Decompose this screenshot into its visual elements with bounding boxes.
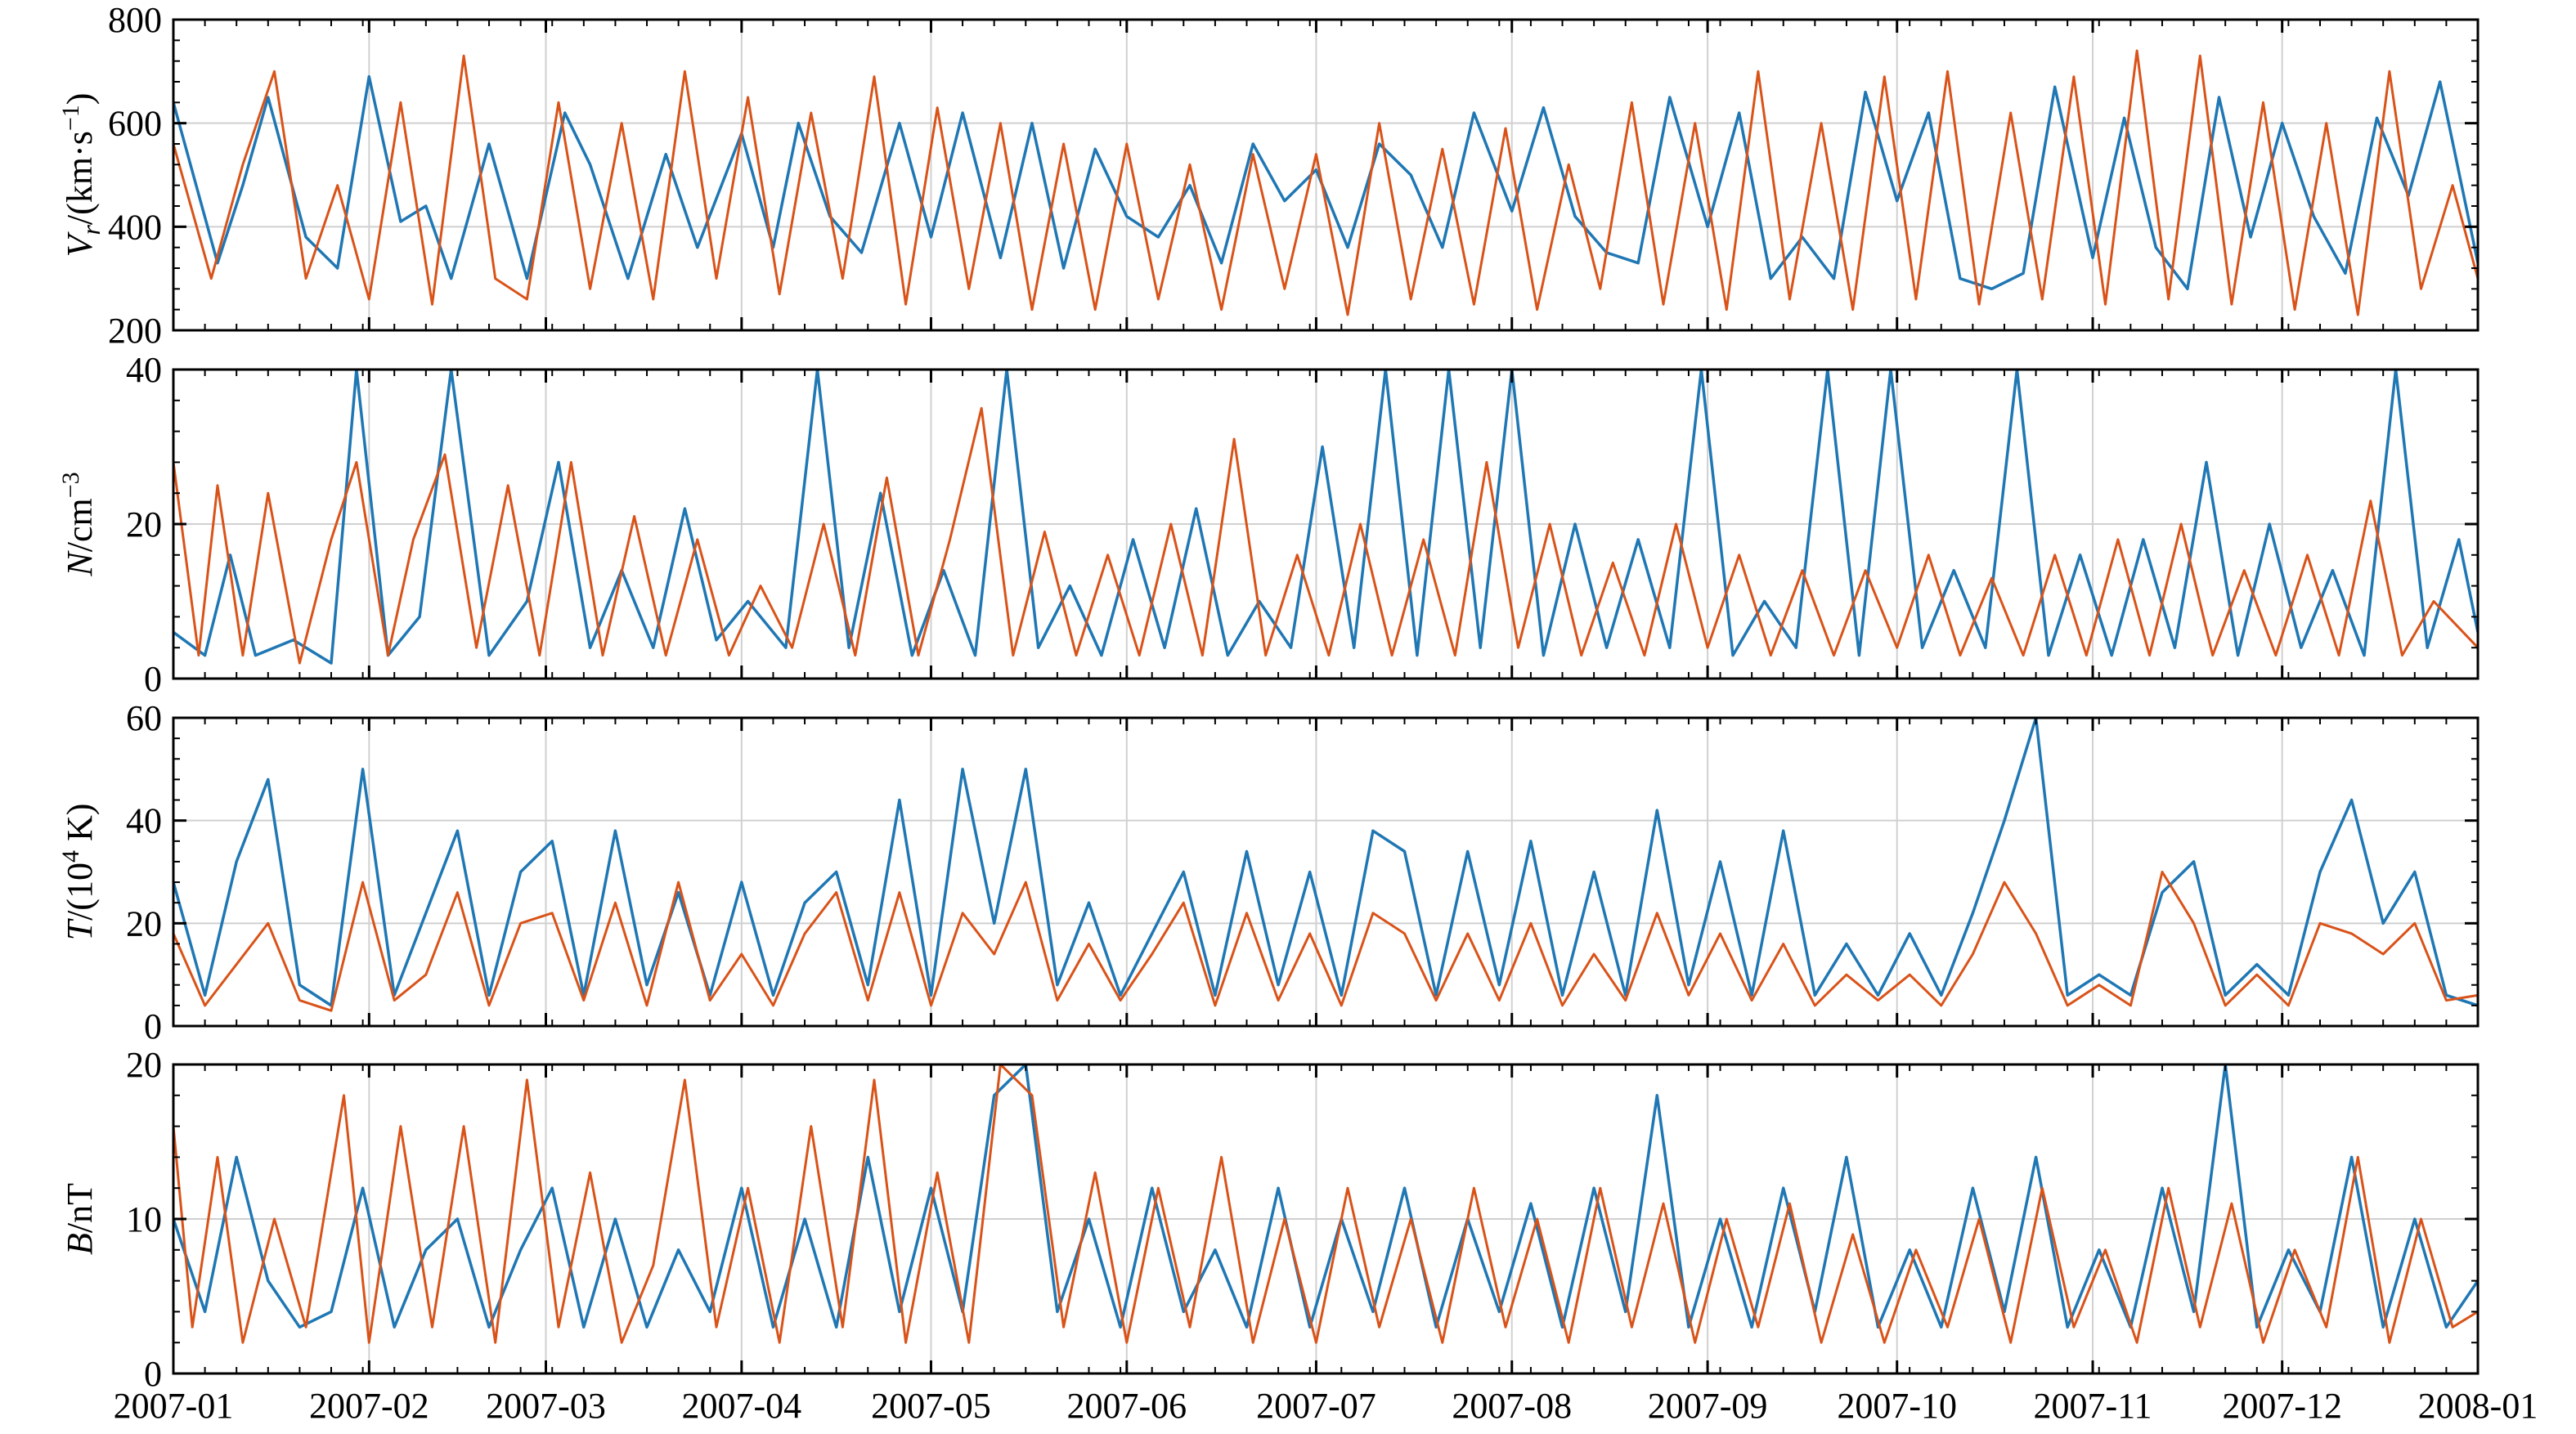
x-tick-label: 2007-09 <box>1648 1386 1768 1426</box>
y-axis-label: N/cm−3 <box>57 472 100 576</box>
panel-4: 0 10 20 B/nT 2007-01 2007-02 2007-03 2007-04 200… <box>60 1045 2538 1426</box>
y-tick-label: 600 <box>108 104 162 144</box>
panels-container: 200400600800Vr/(km·s−1)02040N/cm−3020406… <box>57 0 2538 1426</box>
y-label-unit: /(km·s <box>60 131 100 225</box>
panel-frame <box>172 716 2480 1028</box>
y-tick-label: 40 <box>126 801 162 841</box>
x-tick-label: 2007-03 <box>486 1386 606 1426</box>
y-label-variable: N <box>60 550 100 577</box>
y-tick-label: 10 <box>126 1199 162 1239</box>
y-tick-label: 40 <box>126 350 162 390</box>
y-tick-label: 20 <box>126 504 162 544</box>
series-line-observed <box>173 74 2478 291</box>
panel-1: 200 400 600 800 Vr/(km·s−1) <box>57 0 2480 351</box>
panel-3: 0 20 40 60 T/(104 K) <box>57 698 2480 1046</box>
y-label-unit-end: K) <box>60 804 100 850</box>
x-tick-label: 2008-01 <box>2418 1386 2538 1426</box>
y-label-unit-end: ) <box>60 93 100 105</box>
x-tick-label: 2007-01 <box>114 1386 234 1426</box>
series-line-observed <box>173 718 2478 1007</box>
y-label-unit: /nT <box>60 1183 100 1233</box>
panel-2: 0 20 40 N/cm−3 <box>57 350 2480 699</box>
y-label-superscript: −1 <box>57 105 84 131</box>
panel-frame <box>172 18 2480 332</box>
x-tick-label: 2007-06 <box>1066 1386 1187 1426</box>
y-label-subscript: r <box>76 225 105 235</box>
y-label-variable: B <box>60 1233 100 1255</box>
y-tick-label: 0 <box>144 659 162 699</box>
x-tick-label: 2007-04 <box>682 1386 802 1426</box>
series-line-model <box>173 49 2478 316</box>
y-label-superscript: 4 <box>57 850 84 863</box>
y-tick-label: 0 <box>144 1354 162 1394</box>
series-line-model <box>173 1064 2478 1344</box>
y-tick-label: 200 <box>108 311 162 351</box>
series-line-observed <box>173 1064 2478 1329</box>
y-tick-label: 800 <box>108 0 162 40</box>
series-line-model <box>173 406 2478 665</box>
y-label-variable: V <box>60 231 100 257</box>
y-axis-label: B/nT <box>60 1183 100 1255</box>
series-line-model <box>173 871 2478 1012</box>
x-tick-label: 2007-12 <box>2222 1386 2342 1426</box>
y-label-unit: /cm <box>60 498 100 552</box>
x-tick-label: 2007-08 <box>1452 1386 1572 1426</box>
x-tick-label: 2007-10 <box>1837 1386 1957 1426</box>
series-line-observed <box>173 370 2478 665</box>
y-axis-label: Vr/(km·s−1) <box>57 93 105 258</box>
y-label-variable: T <box>60 917 100 940</box>
y-tick-label: 20 <box>126 903 162 943</box>
x-tick-label: 2007-07 <box>1256 1386 1376 1426</box>
x-tick-label: 2007-02 <box>309 1386 429 1426</box>
y-tick-label: 400 <box>108 207 162 247</box>
y-axis-label: T/(104 K) <box>57 804 100 941</box>
y-tick-label: 20 <box>126 1045 162 1085</box>
x-tick-label: 2007-11 <box>2034 1386 2152 1426</box>
y-label-unit: /(10 <box>60 863 100 921</box>
y-tick-label: 0 <box>144 1006 162 1046</box>
y-tick-label: 60 <box>126 698 162 738</box>
y-label-superscript: −3 <box>57 472 84 498</box>
x-tick-label: 2007-05 <box>871 1386 991 1426</box>
